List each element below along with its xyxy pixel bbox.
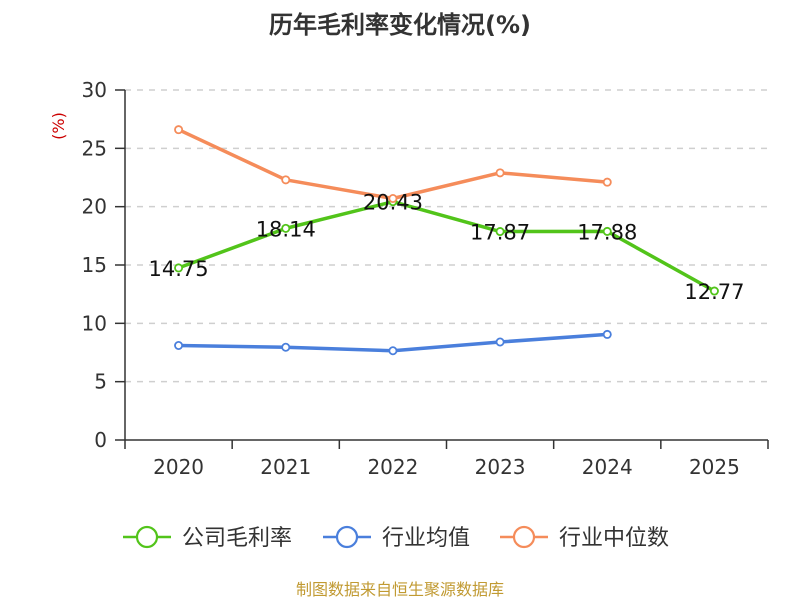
y-tick-label: 20 [82, 195, 107, 219]
x-tick-label: 2023 [475, 455, 526, 479]
y-tick-label: 5 [94, 370, 107, 394]
chart-title: 历年毛利率变化情况(%) [269, 11, 531, 39]
x-tick-label: 2020 [153, 455, 204, 479]
series-1-point-2023 [495, 337, 505, 347]
y-tick-label: 15 [82, 253, 107, 277]
data-label: 12.77 [684, 280, 744, 304]
series-2-point-2023 [495, 168, 505, 178]
data-label: 18.14 [256, 217, 316, 241]
data-label: 14.75 [149, 257, 209, 281]
legend-marker-0 [135, 525, 159, 549]
legend-label-1: 行业均值 [382, 526, 470, 551]
series-0-point-2020 [174, 263, 184, 273]
series-points [174, 125, 719, 356]
data-label: 17.87 [470, 221, 530, 245]
x-tick-label: 2024 [582, 455, 633, 479]
y-tick-label: 25 [82, 136, 107, 160]
x-tick-label: 2025 [689, 455, 740, 479]
legend-item-0: 公司毛利率 [123, 525, 292, 551]
legend: 公司毛利率 行业均值 行业中位数 [123, 525, 669, 551]
legend-label-2: 行业中位数 [559, 526, 669, 551]
series-line-0 [176, 199, 717, 293]
legend-item-2: 行业中位数 [500, 525, 669, 551]
legend-item-1: 行业均值 [323, 525, 470, 551]
series-2-point-2024 [602, 177, 612, 187]
y-axis-label: (%) [49, 112, 68, 140]
data-label: 17.88 [577, 220, 637, 244]
series-0-point-2025 [709, 286, 719, 296]
series-0-point-2023 [495, 227, 505, 237]
series-1-point-2022 [388, 346, 398, 356]
x-tick-label: 2022 [367, 455, 418, 479]
legend-marker-2 [512, 525, 536, 549]
series-line-2 [176, 127, 609, 201]
series-1-point-2024 [602, 329, 612, 339]
series-2-point-2021 [281, 175, 291, 185]
data-label: 20.43 [363, 191, 423, 215]
series-1-point-2020 [174, 340, 184, 350]
series-2-point-2022 [388, 193, 398, 203]
series-0-point-2024 [602, 226, 612, 236]
legend-marker-1 [335, 525, 359, 549]
series-0-point-2021 [281, 223, 291, 233]
y-tick-label: 30 [82, 78, 107, 102]
series-1-point-2021 [281, 342, 291, 352]
series-2-point-2020 [174, 125, 184, 135]
grid-lines [125, 89, 768, 383]
data-labels: 14.75 18.14 20.43 17.87 17.88 12.77 [149, 191, 745, 304]
x-tick-label: 2021 [260, 455, 311, 479]
y-tick-label: 10 [82, 311, 107, 335]
legend-label-0: 公司毛利率 [182, 526, 292, 551]
y-tick-label: 0 [94, 428, 107, 452]
source-note: 制图数据来自恒生聚源数据库 [296, 580, 504, 599]
